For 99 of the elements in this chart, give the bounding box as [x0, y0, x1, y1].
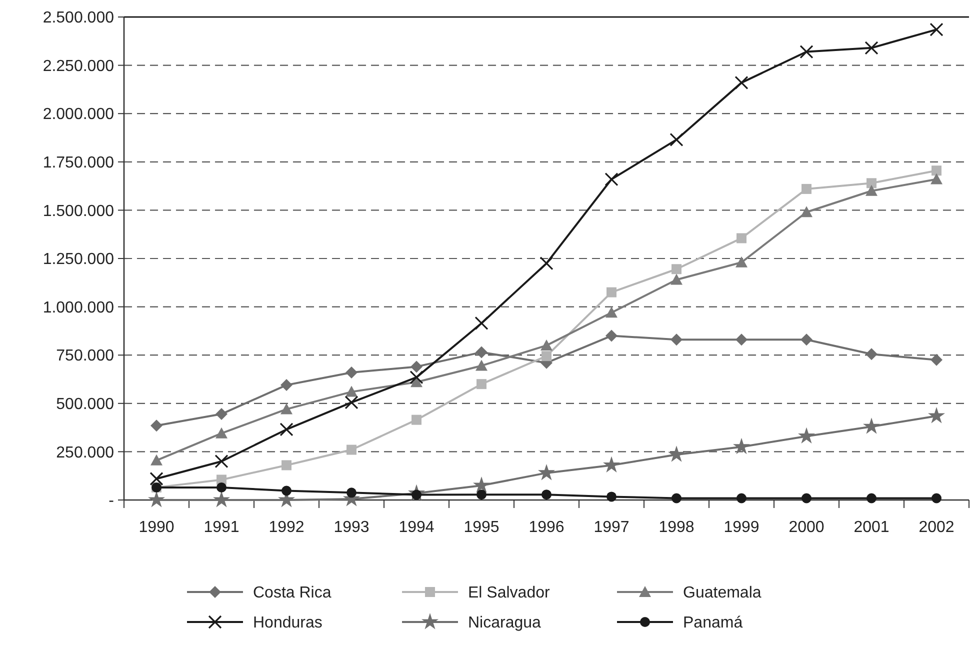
legend-label: Costa Rica: [253, 584, 332, 602]
point: [734, 76, 748, 90]
point: [282, 486, 292, 496]
point: [476, 490, 486, 500]
point: [538, 464, 556, 480]
point: [212, 491, 230, 508]
point: [670, 132, 684, 146]
point: [150, 420, 162, 432]
point: [670, 334, 682, 346]
point: [410, 360, 422, 373]
point: [476, 360, 488, 371]
y-tick-label: 1.000.000: [42, 299, 114, 316]
point: [150, 472, 164, 486]
point: [346, 366, 358, 378]
point: [932, 493, 942, 504]
point: [476, 379, 486, 390]
y-tick-label: 750.000: [56, 348, 114, 365]
point: [216, 482, 226, 492]
point: [736, 334, 748, 346]
point: [346, 444, 356, 455]
x-tick-label: 1995: [464, 519, 500, 536]
x-tick-label: 2001: [854, 519, 890, 536]
y-tick-label: 2.250.000: [42, 58, 114, 75]
point: [542, 351, 552, 362]
point: [800, 44, 814, 59]
point: [672, 493, 682, 504]
point: [866, 184, 878, 196]
point: [410, 370, 424, 384]
x-tick-label: 2002: [918, 519, 954, 536]
point: [216, 427, 228, 438]
point: [606, 330, 618, 342]
point: [866, 178, 876, 188]
y-tick-label: 1.250.000: [42, 251, 114, 268]
point: [930, 22, 944, 36]
y-tick-label: 1.750.000: [42, 154, 114, 172]
point: [540, 256, 554, 270]
point: [282, 460, 292, 470]
x-tick-label: 1994: [398, 519, 434, 536]
point: [216, 408, 228, 420]
point: [932, 166, 942, 176]
y-tick-label: -: [108, 492, 114, 510]
point: [150, 454, 162, 466]
point: [280, 403, 292, 414]
point: [542, 490, 552, 500]
point: [604, 172, 618, 186]
point: [732, 438, 750, 454]
point: [800, 334, 812, 346]
point: [802, 184, 812, 194]
point: [606, 306, 618, 318]
point: [280, 379, 292, 392]
point: [736, 493, 746, 504]
point: [606, 492, 616, 502]
point: [346, 488, 356, 498]
point: [866, 348, 878, 360]
legend-label: El Salvador: [468, 584, 550, 602]
point: [148, 491, 166, 508]
point: [668, 446, 686, 462]
y-tick-label: 1.500.000: [42, 202, 114, 220]
x-tick-label: 1998: [658, 519, 694, 536]
x-tick-label: 1992: [268, 519, 304, 536]
point: [800, 206, 812, 218]
point: [476, 346, 488, 358]
x-tick-label: 1990: [138, 519, 174, 536]
point: [472, 476, 490, 493]
y-tick-label: 500.000: [56, 396, 114, 413]
point: [862, 418, 880, 434]
point: [930, 354, 942, 366]
x-tick-label: 1999: [724, 519, 760, 536]
point: [928, 407, 946, 424]
legend-label: Panamá: [683, 614, 743, 632]
x-tick-label: 1996: [528, 519, 564, 536]
point: [866, 493, 876, 504]
point: [930, 173, 942, 184]
point: [412, 414, 422, 425]
point: [214, 454, 228, 468]
point: [798, 427, 816, 444]
point: [736, 256, 748, 268]
legend-label: Honduras: [253, 614, 322, 632]
y-tick-label: 250.000: [56, 444, 114, 462]
legend-label: Nicaragua: [468, 614, 542, 632]
point: [280, 422, 294, 436]
x-tick-label: 1993: [334, 519, 370, 536]
point: [864, 41, 878, 55]
point: [346, 386, 358, 397]
point: [540, 339, 552, 350]
legend-label: Guatemala: [683, 584, 762, 602]
x-tick-label: 1997: [594, 519, 630, 536]
point: [802, 493, 812, 504]
y-tick-label: 2.000.000: [42, 106, 114, 124]
y-tick-label: 2.500.000: [42, 10, 114, 27]
point: [474, 316, 488, 330]
x-tick-label: 2000: [788, 519, 824, 536]
point: [344, 396, 358, 410]
point: [736, 233, 746, 244]
point: [602, 456, 620, 472]
point: [672, 264, 682, 274]
point: [606, 287, 616, 298]
x-tick-label: 1991: [204, 519, 240, 536]
point: [670, 274, 682, 285]
